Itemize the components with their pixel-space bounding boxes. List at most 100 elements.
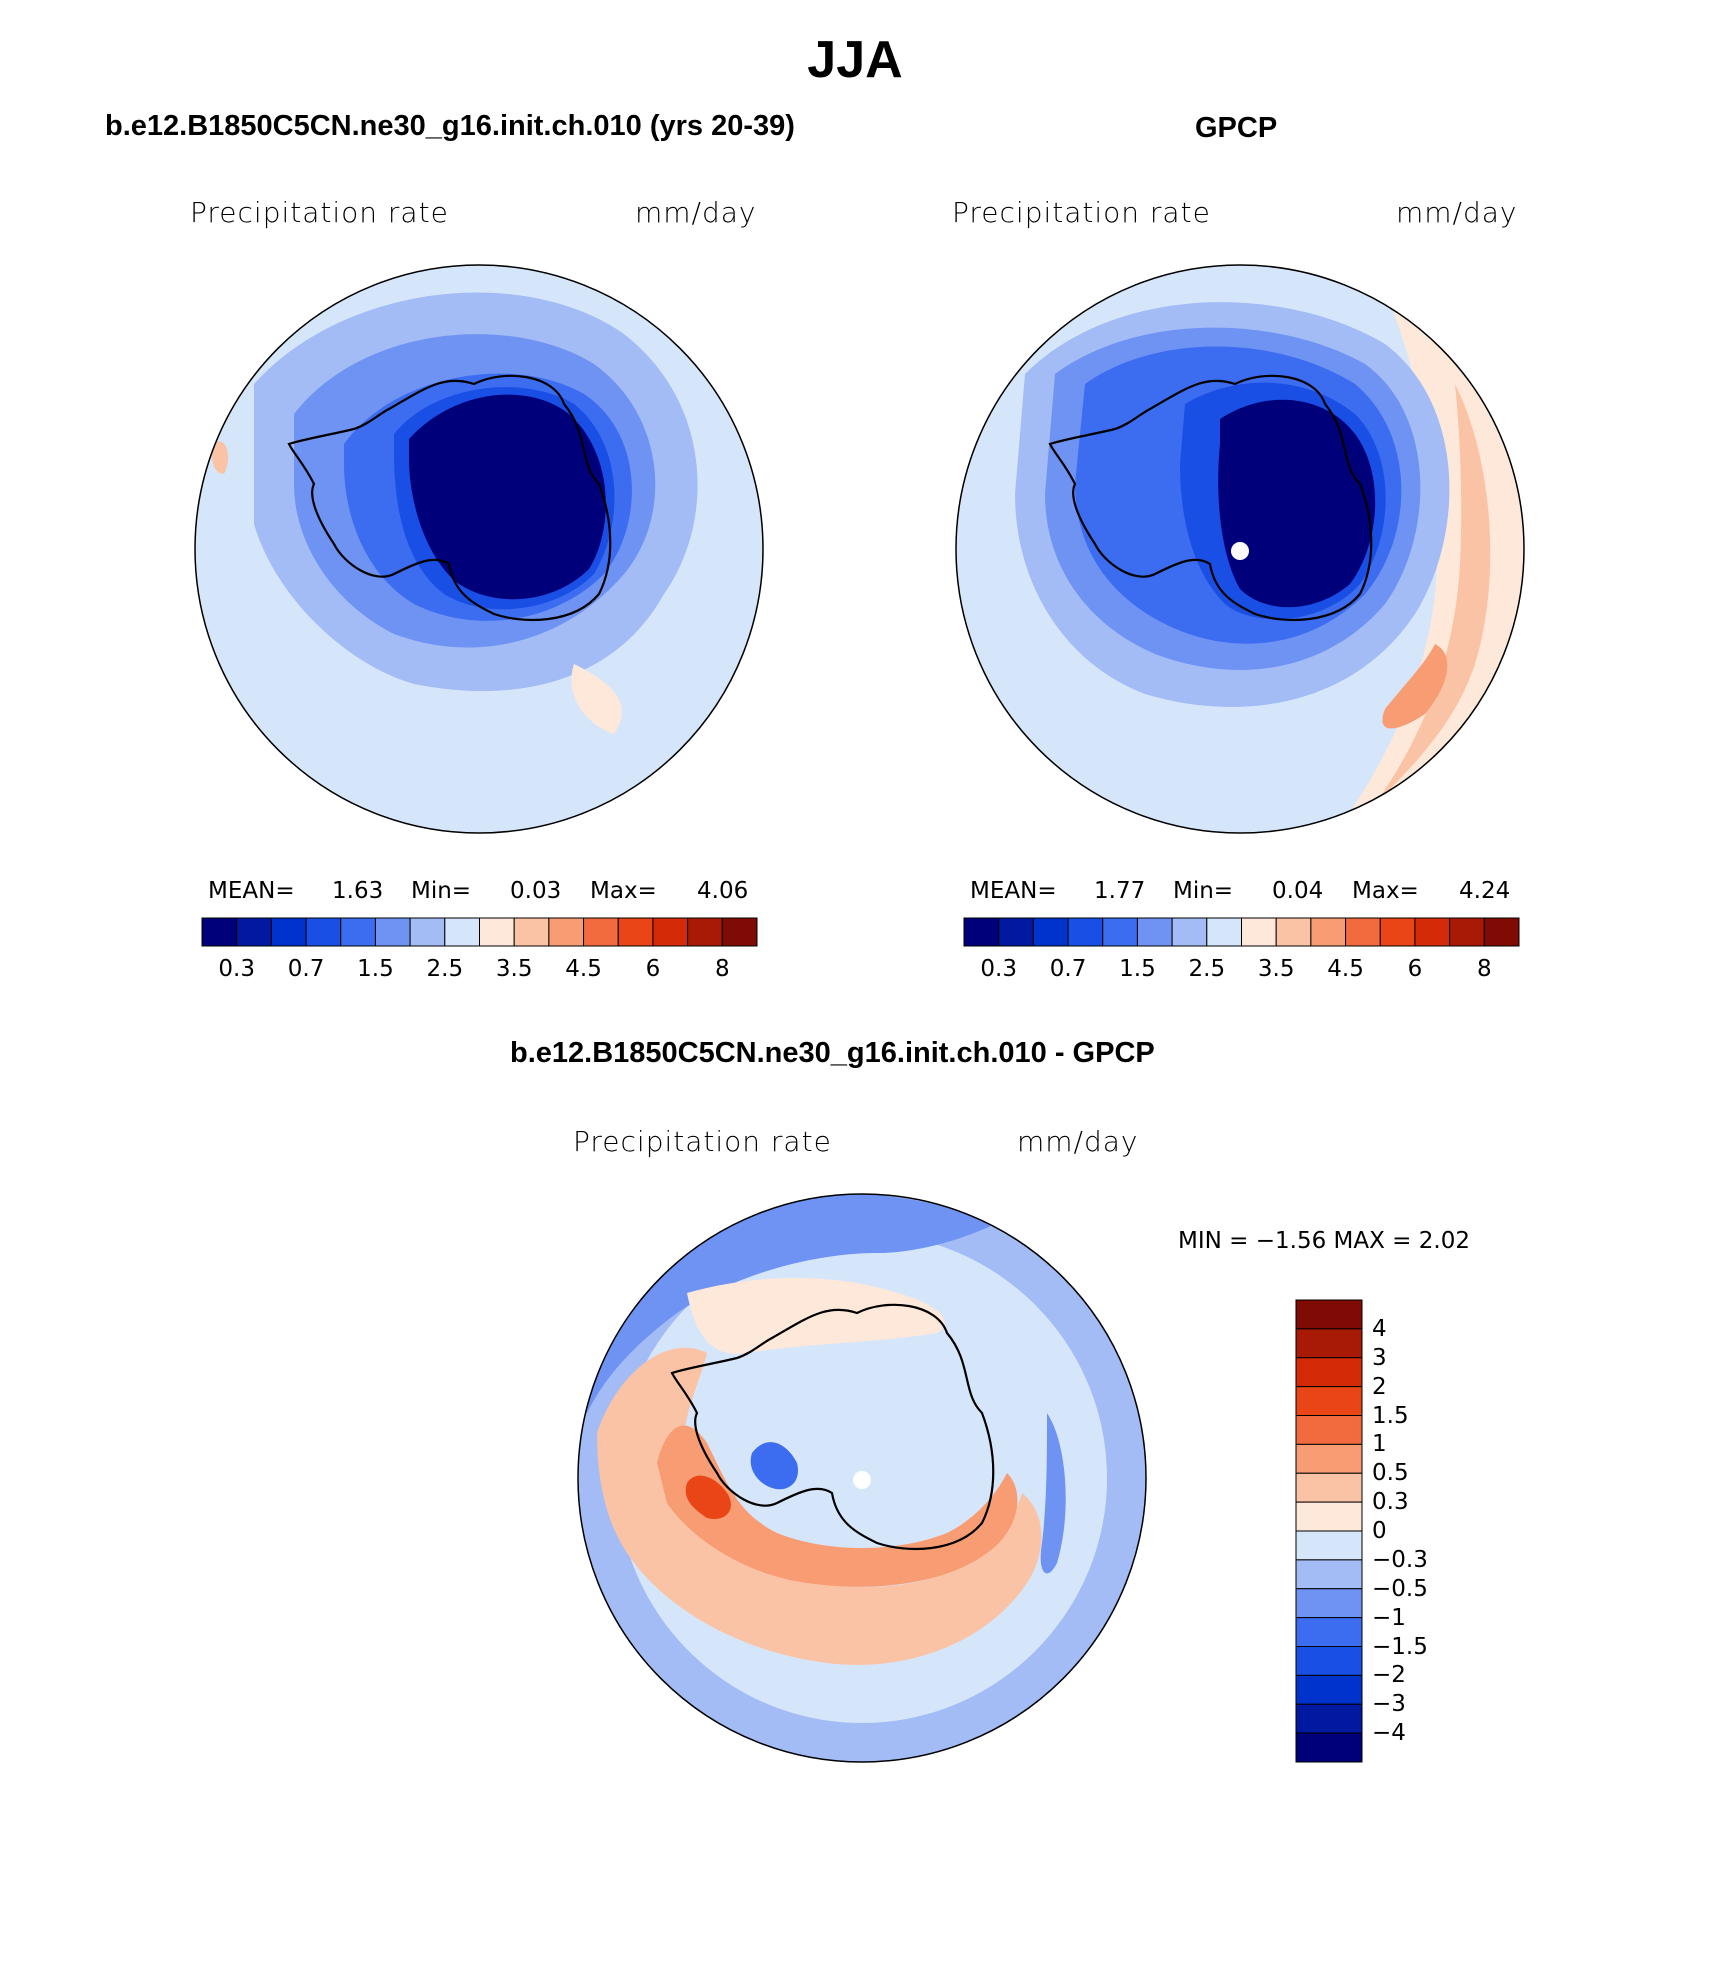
colorbar-tick-label: 2.5 bbox=[1188, 956, 1226, 982]
panel-2-mean-label: MEAN= bbox=[970, 878, 1057, 904]
colorbar-tick-label: 0.7 bbox=[287, 956, 325, 982]
colorbar-box bbox=[1295, 1443, 1363, 1474]
colorbar-tick-label: 0 bbox=[1372, 1518, 1387, 1544]
colorbar-box bbox=[1275, 917, 1312, 947]
colorbar-box bbox=[583, 917, 619, 947]
colorbar-box bbox=[444, 917, 480, 947]
difference-variable-label: Precipitation rate bbox=[573, 1125, 832, 1158]
panel-1-max-label: Max= bbox=[590, 878, 657, 904]
colorbar-box bbox=[1295, 1328, 1363, 1359]
colorbar-box bbox=[1295, 1415, 1363, 1445]
colorbar-box bbox=[1310, 917, 1347, 947]
difference-polar-map bbox=[577, 1193, 1147, 1763]
colorbar-box bbox=[1171, 917, 1208, 947]
colorbar-tick-label: 1.5 bbox=[1119, 956, 1156, 982]
colorbar-tick-label: 4 bbox=[1372, 1315, 1387, 1342]
colorbar-box bbox=[374, 917, 411, 947]
colorbar-box bbox=[1295, 1357, 1363, 1388]
colorbar-box bbox=[1067, 917, 1104, 947]
colorbar-box bbox=[1483, 917, 1520, 947]
panel-1-mean-label: MEAN= bbox=[208, 878, 295, 904]
colorbar-box bbox=[1102, 917, 1138, 947]
panel-1-min-value: 0.03 bbox=[510, 878, 562, 904]
panel-2-min-label: Min= bbox=[1173, 878, 1234, 904]
colorbar-box bbox=[1449, 917, 1485, 947]
colorbar-box bbox=[1295, 1530, 1363, 1561]
colorbar-box bbox=[236, 917, 272, 947]
panel-1-max-value: 4.06 bbox=[697, 878, 749, 904]
colorbar-box bbox=[479, 917, 515, 947]
panel-1-mean-value: 1.63 bbox=[332, 878, 384, 904]
difference-units-label: mm/day bbox=[1017, 1125, 1139, 1158]
panel-1-variable-label: Precipitation rate bbox=[190, 196, 449, 229]
colorbar-tick-label: −1 bbox=[1372, 1604, 1406, 1631]
colorbar-box bbox=[1295, 1646, 1363, 1676]
colorbar-box bbox=[1379, 917, 1416, 947]
panel-2-max-label: Max= bbox=[1352, 878, 1419, 904]
colorbar-box bbox=[652, 917, 689, 947]
colorbar-tick-label: −1.5 bbox=[1372, 1633, 1428, 1660]
panel-2-polar-map bbox=[955, 264, 1525, 834]
colorbar-tick-label: 3.5 bbox=[495, 956, 533, 982]
colorbar-box bbox=[1295, 1674, 1363, 1705]
colorbar-tick-label: 2.5 bbox=[426, 956, 464, 982]
colorbar-tick-label: 4.5 bbox=[565, 956, 602, 982]
colorbar-tick-label: 1.5 bbox=[357, 956, 394, 982]
colorbar-tick-label: 0.3 bbox=[218, 956, 255, 982]
panel-2-mean-value: 1.77 bbox=[1094, 878, 1146, 904]
colorbar-box bbox=[1295, 1386, 1363, 1416]
colorbar-tick-label: 2 bbox=[1372, 1373, 1387, 1400]
colorbar-tick-label: 6 bbox=[645, 956, 661, 982]
colorbar-tick-label: 0.5 bbox=[1372, 1460, 1409, 1487]
colorbar-tick-label: 1 bbox=[1372, 1431, 1387, 1458]
colorbar-box bbox=[1136, 917, 1173, 947]
colorbar-box bbox=[998, 917, 1034, 947]
colorbar-box bbox=[1241, 917, 1277, 947]
colorbar-box bbox=[1345, 917, 1381, 947]
colorbar-box bbox=[963, 917, 1000, 947]
colorbar-box bbox=[1295, 1501, 1363, 1532]
colorbar-tick-label: −0.3 bbox=[1372, 1546, 1428, 1573]
colorbar-tick-label: −0.5 bbox=[1372, 1575, 1428, 1602]
colorbar-tick-label: 3 bbox=[1372, 1344, 1387, 1371]
colorbar-box bbox=[340, 917, 376, 947]
main-title: JJA bbox=[807, 31, 903, 89]
difference-title: b.e12.B1850C5CN.ne30_g16.init.ch.010 - G… bbox=[510, 1037, 1155, 1069]
colorbar-box bbox=[201, 917, 238, 947]
colorbar-tick-label: −3 bbox=[1372, 1691, 1406, 1718]
colorbar-tick-label: 0.3 bbox=[1372, 1489, 1409, 1516]
colorbar-box bbox=[1295, 1617, 1363, 1647]
difference-colorbar bbox=[1295, 1299, 1363, 1763]
colorbar-box bbox=[270, 917, 307, 947]
colorbar-box bbox=[1295, 1732, 1363, 1763]
panel-2-variable-label: Precipitation rate bbox=[952, 196, 1211, 229]
colorbar-tick-label: 8 bbox=[1476, 956, 1492, 982]
colorbar-tick-label: 8 bbox=[714, 956, 730, 982]
colorbar-tick-label: 1.5 bbox=[1372, 1402, 1409, 1429]
panel-1-min-label: Min= bbox=[411, 878, 472, 904]
panel-1-units-label: mm/day bbox=[635, 196, 757, 229]
colorbar-box bbox=[1414, 917, 1451, 947]
colorbar-box bbox=[1295, 1588, 1363, 1619]
colorbar-tick-label: −4 bbox=[1372, 1720, 1406, 1747]
colorbar-box bbox=[1295, 1299, 1363, 1330]
colorbar-box bbox=[1295, 1703, 1363, 1734]
panel-2-title: GPCP bbox=[1195, 112, 1278, 144]
panel-2-units-label: mm/day bbox=[1396, 196, 1518, 229]
colorbar-box bbox=[1206, 917, 1242, 947]
colorbar-box bbox=[617, 917, 654, 947]
colorbar-box bbox=[1295, 1559, 1363, 1590]
difference-minmax-readout: MIN = −1.56 MAX = 2.02 bbox=[1178, 1228, 1470, 1254]
colorbar-box bbox=[548, 917, 585, 947]
panel-2-colorbar bbox=[963, 917, 1520, 947]
colorbar-box bbox=[1295, 1472, 1363, 1503]
colorbar-box bbox=[687, 917, 723, 947]
panel-2-min-value: 0.04 bbox=[1272, 878, 1324, 904]
colorbar-tick-label: 4.5 bbox=[1327, 956, 1364, 982]
colorbar-tick-label: 3.5 bbox=[1257, 956, 1295, 982]
colorbar-tick-label: 0.7 bbox=[1049, 956, 1087, 982]
colorbar-tick-label: −2 bbox=[1372, 1662, 1406, 1689]
colorbar-box bbox=[513, 917, 550, 947]
panel-1-polar-map bbox=[194, 264, 764, 834]
colorbar-box bbox=[1032, 917, 1069, 947]
